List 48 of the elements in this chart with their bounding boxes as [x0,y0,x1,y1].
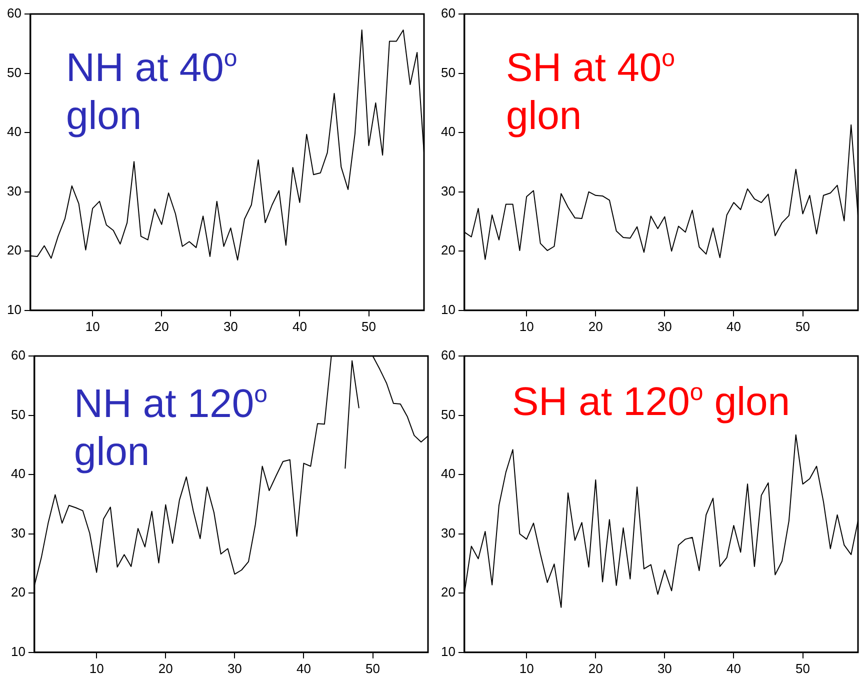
y-tick-label: 60 [440,348,456,363]
y-tick-label: 60 [440,6,456,21]
x-tick-label: 50 [362,318,376,334]
x-tick-label: 10 [85,318,100,334]
x-tick-label: 10 [519,660,534,676]
y-tick-label: 10 [10,644,26,659]
y-tick-label: 10 [440,302,456,317]
x-tick-label: 30 [657,660,672,676]
x-tick-label: 30 [657,318,672,334]
y-tick-label: 40 [440,466,456,482]
y-tick-label: 20 [6,242,22,258]
y-tick-label: 60 [10,348,26,363]
x-tick-label: 20 [588,660,603,676]
y-tick-label: 30 [6,183,22,198]
x-tick-label: 20 [154,318,169,334]
y-tick-label: 60 [6,6,22,21]
y-tick-label: 30 [440,183,456,198]
x-tick-label: 40 [726,318,741,334]
y-tick-label: 30 [440,525,456,540]
x-tick-label: 30 [223,318,238,334]
chart-title: NH at 40$^{o}$ glon [66,45,238,138]
x-tick-label: 40 [292,318,307,334]
x-tick-label: 20 [588,318,603,334]
y-tick-label: 50 [440,64,456,80]
y-tick-label: 50 [440,406,456,422]
x-tick-label: 50 [366,660,380,676]
y-tick-label: 20 [440,584,456,600]
y-tick-label: 20 [440,242,456,258]
x-tick-label: 10 [89,660,104,676]
y-tick-label: 40 [10,466,26,482]
x-tick-label: 30 [227,660,242,676]
x-tick-label: 10 [519,318,534,334]
y-tick-label: 30 [10,525,26,540]
x-tick-label: 50 [796,318,810,334]
chart-title: NH at 120$^{o}$ glon [74,381,268,474]
y-tick-label: 40 [440,124,456,140]
x-tick-label: 40 [726,660,741,676]
y-tick-label: 10 [440,644,456,659]
y-tick-label: 50 [10,406,26,422]
y-tick-label: 50 [6,64,22,80]
y-tick-label: 20 [10,584,26,600]
x-tick-label: 40 [296,660,311,676]
chart-title: SH at 40$^{o}$ glon [506,45,676,138]
x-tick-label: 50 [796,660,810,676]
y-tick-label: 40 [6,124,22,140]
y-tick-label: 10 [6,302,22,317]
x-tick-label: 20 [158,660,173,676]
text: SH at 120$^{o}$ glon [512,378,791,426]
